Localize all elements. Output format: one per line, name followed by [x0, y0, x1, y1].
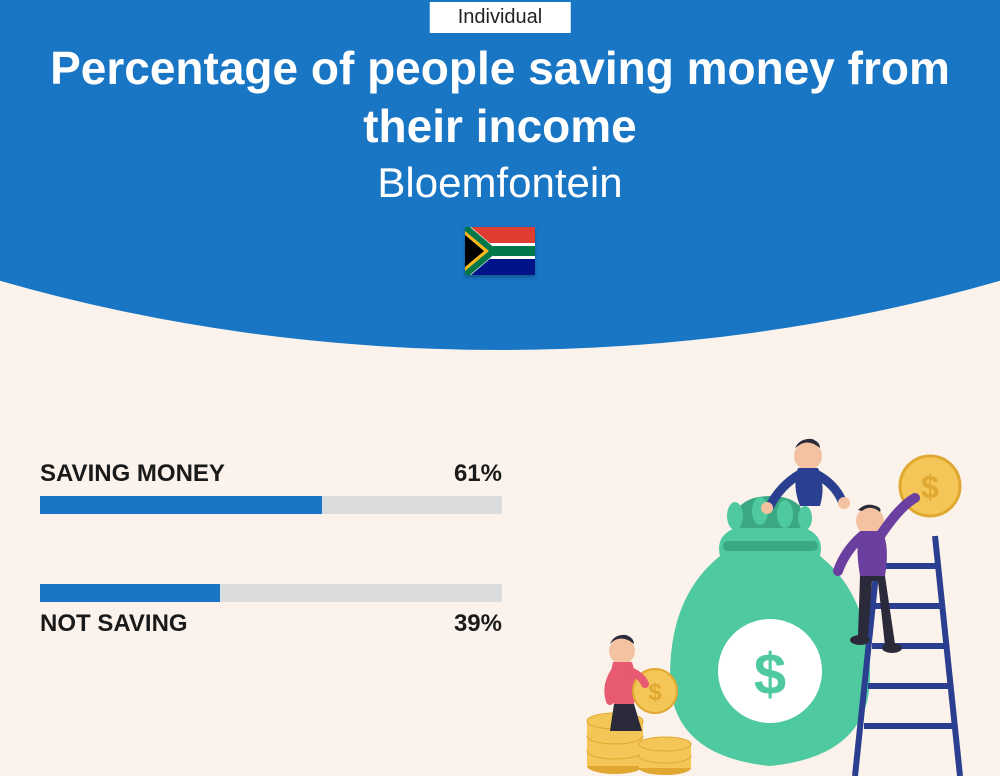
money-bag-icon: $ — [670, 496, 870, 766]
bar-fill — [40, 584, 220, 602]
bar-not-saving: NOT SAVING 39% — [40, 584, 502, 638]
bar-track — [40, 584, 502, 602]
svg-text:$: $ — [648, 679, 662, 706]
person-top-icon — [761, 439, 850, 514]
bar-fill — [40, 496, 322, 514]
savings-illustration: $ $ $ — [560, 436, 980, 776]
bar-saving-money: SAVING MONEY 61% — [40, 460, 502, 514]
bar-label: SAVING MONEY — [40, 460, 225, 488]
main-title: Percentage of people saving money from t… — [0, 40, 1000, 155]
svg-text:$: $ — [921, 469, 939, 505]
bars-section: SAVING MONEY 61% NOT SAVING 39% — [40, 460, 502, 708]
category-badge: Individual — [430, 2, 571, 33]
subtitle-location: Bloemfontein — [0, 159, 1000, 207]
bar-label: NOT SAVING — [40, 610, 188, 638]
svg-text:$: $ — [754, 642, 786, 707]
title-block: Percentage of people saving money from t… — [0, 40, 1000, 207]
south-africa-flag-icon — [465, 227, 535, 275]
bar-value: 39% — [454, 610, 502, 638]
bar-track — [40, 496, 502, 514]
person-sitting-icon: $ — [608, 635, 677, 731]
bar-value: 61% — [454, 460, 502, 488]
